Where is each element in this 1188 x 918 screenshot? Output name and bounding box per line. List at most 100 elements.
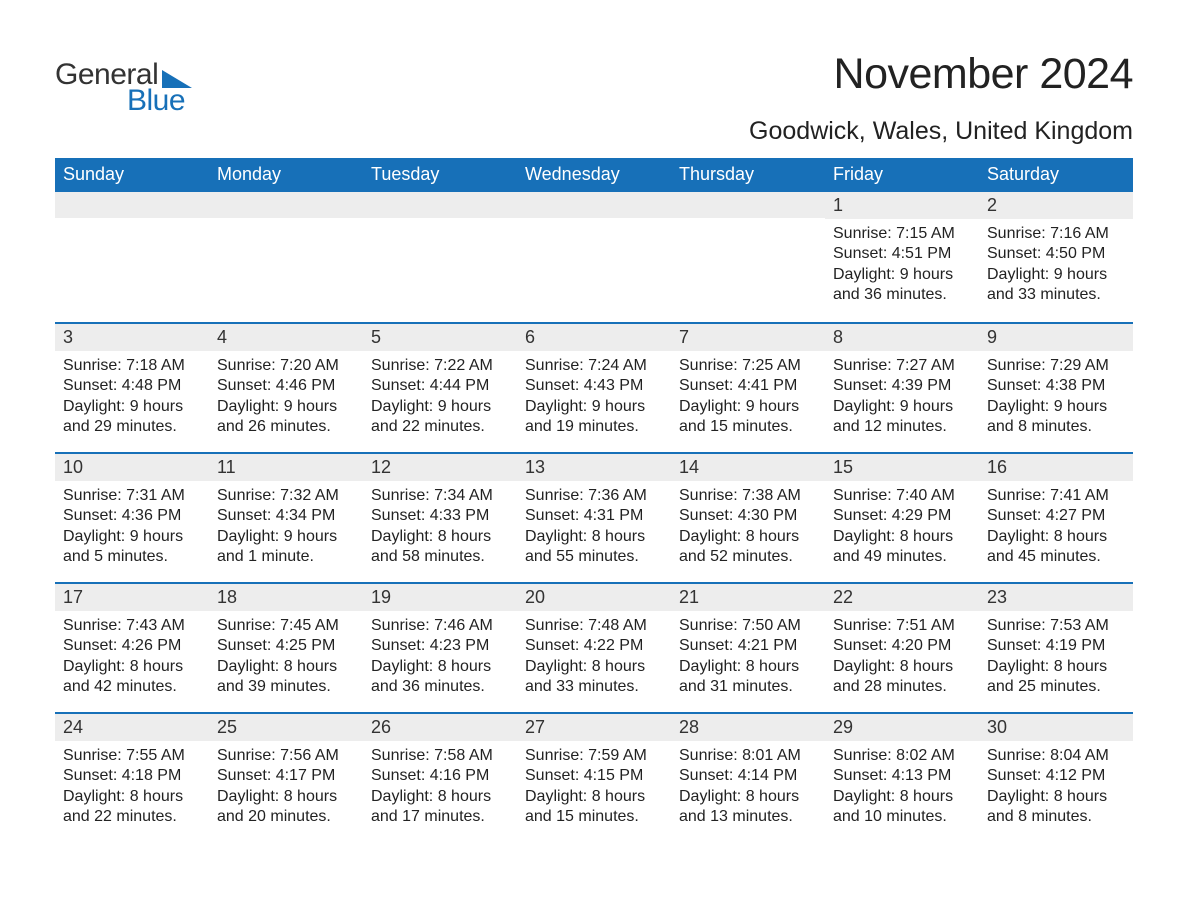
day-details: Sunrise: 7:43 AMSunset: 4:26 PMDaylight:… — [55, 611, 209, 710]
day-details: Sunrise: 7:56 AMSunset: 4:17 PMDaylight:… — [209, 741, 363, 840]
day-details: Sunrise: 8:04 AMSunset: 4:12 PMDaylight:… — [979, 741, 1133, 840]
calendar-day-cell — [671, 192, 825, 322]
sunrise-line: Sunrise: 8:04 AM — [987, 746, 1125, 766]
calendar-day-cell: 21Sunrise: 7:50 AMSunset: 4:21 PMDayligh… — [671, 584, 825, 712]
daylight-line: Daylight: 8 hours and 31 minutes. — [679, 657, 817, 698]
day-number: 24 — [55, 714, 209, 741]
calendar-day-cell: 15Sunrise: 7:40 AMSunset: 4:29 PMDayligh… — [825, 454, 979, 582]
day-details: Sunrise: 7:20 AMSunset: 4:46 PMDaylight:… — [209, 351, 363, 450]
day-number: 20 — [517, 584, 671, 611]
location-subtitle: Goodwick, Wales, United Kingdom — [749, 117, 1133, 146]
day-number: 13 — [517, 454, 671, 481]
calendar-week-row: 3Sunrise: 7:18 AMSunset: 4:48 PMDaylight… — [55, 322, 1133, 452]
sunrise-line: Sunrise: 7:36 AM — [525, 486, 663, 506]
sunset-line: Sunset: 4:46 PM — [217, 376, 355, 396]
day-details: Sunrise: 7:59 AMSunset: 4:15 PMDaylight:… — [517, 741, 671, 840]
calendar-grid: Sunday Monday Tuesday Wednesday Thursday… — [55, 158, 1133, 842]
calendar-day-cell: 22Sunrise: 7:51 AMSunset: 4:20 PMDayligh… — [825, 584, 979, 712]
sunset-line: Sunset: 4:23 PM — [371, 636, 509, 656]
day-number: 11 — [209, 454, 363, 481]
sunrise-line: Sunrise: 7:58 AM — [371, 746, 509, 766]
calendar-day-cell: 30Sunrise: 8:04 AMSunset: 4:12 PMDayligh… — [979, 714, 1133, 842]
day-details: Sunrise: 7:40 AMSunset: 4:29 PMDaylight:… — [825, 481, 979, 580]
sunrise-line: Sunrise: 7:31 AM — [63, 486, 201, 506]
weekday-header-cell: Wednesday — [517, 158, 671, 192]
day-number: 5 — [363, 324, 517, 351]
calendar-day-cell: 20Sunrise: 7:48 AMSunset: 4:22 PMDayligh… — [517, 584, 671, 712]
calendar-day-cell: 3Sunrise: 7:18 AMSunset: 4:48 PMDaylight… — [55, 324, 209, 452]
sunrise-line: Sunrise: 7:18 AM — [63, 356, 201, 376]
calendar-day-cell: 13Sunrise: 7:36 AMSunset: 4:31 PMDayligh… — [517, 454, 671, 582]
sunset-line: Sunset: 4:15 PM — [525, 766, 663, 786]
sunrise-line: Sunrise: 7:29 AM — [987, 356, 1125, 376]
calendar-day-cell: 18Sunrise: 7:45 AMSunset: 4:25 PMDayligh… — [209, 584, 363, 712]
sunset-line: Sunset: 4:12 PM — [987, 766, 1125, 786]
weekday-header-cell: Monday — [209, 158, 363, 192]
sunrise-line: Sunrise: 7:53 AM — [987, 616, 1125, 636]
calendar-day-cell: 5Sunrise: 7:22 AMSunset: 4:44 PMDaylight… — [363, 324, 517, 452]
sunrise-line: Sunrise: 8:01 AM — [679, 746, 817, 766]
day-details: Sunrise: 7:55 AMSunset: 4:18 PMDaylight:… — [55, 741, 209, 840]
day-number: 4 — [209, 324, 363, 351]
daylight-line: Daylight: 8 hours and 36 minutes. — [371, 657, 509, 698]
day-details: Sunrise: 7:16 AMSunset: 4:50 PMDaylight:… — [979, 219, 1133, 318]
daylight-line: Daylight: 8 hours and 8 minutes. — [987, 787, 1125, 828]
day-number: 15 — [825, 454, 979, 481]
day-number: 10 — [55, 454, 209, 481]
day-details: Sunrise: 7:36 AMSunset: 4:31 PMDaylight:… — [517, 481, 671, 580]
sunset-line: Sunset: 4:34 PM — [217, 506, 355, 526]
calendar-day-cell: 7Sunrise: 7:25 AMSunset: 4:41 PMDaylight… — [671, 324, 825, 452]
daylight-line: Daylight: 9 hours and 1 minute. — [217, 527, 355, 568]
day-details: Sunrise: 7:18 AMSunset: 4:48 PMDaylight:… — [55, 351, 209, 450]
title-block: November 2024 Goodwick, Wales, United Ki… — [749, 50, 1133, 146]
day-details: Sunrise: 7:29 AMSunset: 4:38 PMDaylight:… — [979, 351, 1133, 450]
day-number: 12 — [363, 454, 517, 481]
calendar-week-row: 24Sunrise: 7:55 AMSunset: 4:18 PMDayligh… — [55, 712, 1133, 842]
daylight-line: Daylight: 8 hours and 45 minutes. — [987, 527, 1125, 568]
sunrise-line: Sunrise: 7:22 AM — [371, 356, 509, 376]
daylight-line: Daylight: 8 hours and 33 minutes. — [525, 657, 663, 698]
sunset-line: Sunset: 4:26 PM — [63, 636, 201, 656]
sunset-line: Sunset: 4:20 PM — [833, 636, 971, 656]
weekday-header-cell: Thursday — [671, 158, 825, 192]
calendar-week-row: 10Sunrise: 7:31 AMSunset: 4:36 PMDayligh… — [55, 452, 1133, 582]
calendar-day-cell: 4Sunrise: 7:20 AMSunset: 4:46 PMDaylight… — [209, 324, 363, 452]
sunset-line: Sunset: 4:48 PM — [63, 376, 201, 396]
day-details: Sunrise: 7:48 AMSunset: 4:22 PMDaylight:… — [517, 611, 671, 710]
calendar-day-cell: 10Sunrise: 7:31 AMSunset: 4:36 PMDayligh… — [55, 454, 209, 582]
weeks-container: 1Sunrise: 7:15 AMSunset: 4:51 PMDaylight… — [55, 192, 1133, 842]
sunset-line: Sunset: 4:18 PM — [63, 766, 201, 786]
generalblue-logo: General Blue — [55, 58, 192, 118]
day-number: 26 — [363, 714, 517, 741]
sunset-line: Sunset: 4:13 PM — [833, 766, 971, 786]
calendar-day-cell: 27Sunrise: 7:59 AMSunset: 4:15 PMDayligh… — [517, 714, 671, 842]
sunrise-line: Sunrise: 7:56 AM — [217, 746, 355, 766]
calendar-day-cell: 28Sunrise: 8:01 AMSunset: 4:14 PMDayligh… — [671, 714, 825, 842]
sunrise-line: Sunrise: 7:59 AM — [525, 746, 663, 766]
sunset-line: Sunset: 4:25 PM — [217, 636, 355, 656]
calendar-day-cell: 17Sunrise: 7:43 AMSunset: 4:26 PMDayligh… — [55, 584, 209, 712]
sunset-line: Sunset: 4:30 PM — [679, 506, 817, 526]
day-number — [363, 192, 517, 218]
sunset-line: Sunset: 4:17 PM — [217, 766, 355, 786]
calendar-day-cell: 8Sunrise: 7:27 AMSunset: 4:39 PMDaylight… — [825, 324, 979, 452]
sunset-line: Sunset: 4:51 PM — [833, 244, 971, 264]
sunset-line: Sunset: 4:50 PM — [987, 244, 1125, 264]
sunset-line: Sunset: 4:39 PM — [833, 376, 971, 396]
daylight-line: Daylight: 9 hours and 5 minutes. — [63, 527, 201, 568]
day-details: Sunrise: 7:45 AMSunset: 4:25 PMDaylight:… — [209, 611, 363, 710]
day-number: 23 — [979, 584, 1133, 611]
daylight-line: Daylight: 8 hours and 42 minutes. — [63, 657, 201, 698]
daylight-line: Daylight: 9 hours and 36 minutes. — [833, 265, 971, 306]
sunrise-line: Sunrise: 7:45 AM — [217, 616, 355, 636]
sunrise-line: Sunrise: 7:41 AM — [987, 486, 1125, 506]
sunset-line: Sunset: 4:16 PM — [371, 766, 509, 786]
day-details: Sunrise: 7:27 AMSunset: 4:39 PMDaylight:… — [825, 351, 979, 450]
sunset-line: Sunset: 4:22 PM — [525, 636, 663, 656]
daylight-line: Daylight: 8 hours and 10 minutes. — [833, 787, 971, 828]
day-number: 2 — [979, 192, 1133, 219]
day-number — [209, 192, 363, 218]
daylight-line: Daylight: 9 hours and 8 minutes. — [987, 397, 1125, 438]
sunrise-line: Sunrise: 7:55 AM — [63, 746, 201, 766]
page-header: General Blue November 2024 Goodwick, Wal… — [55, 50, 1133, 146]
